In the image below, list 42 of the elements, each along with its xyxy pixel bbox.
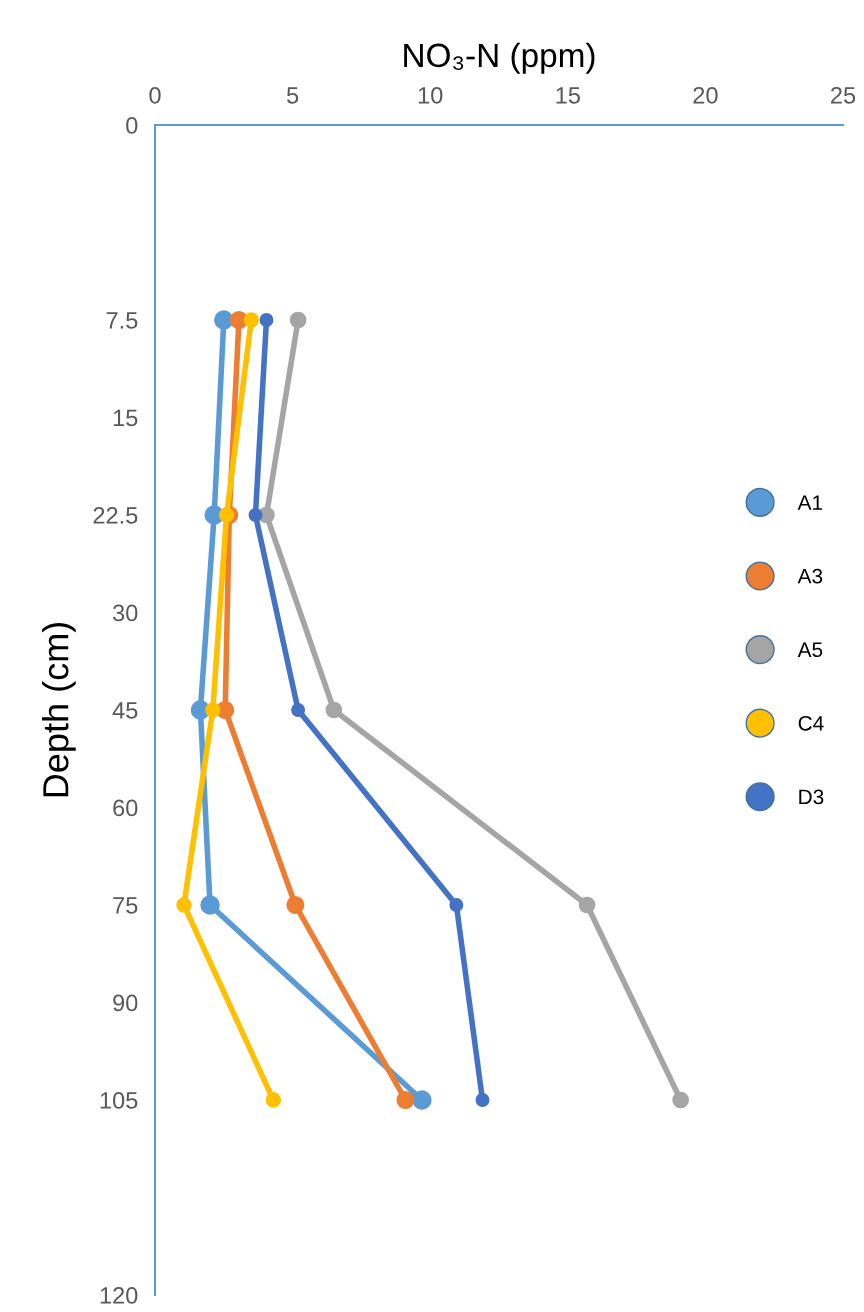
point (248, 508, 263, 522)
x-tick-label: 0 (149, 86, 161, 104)
point (243, 312, 259, 328)
point (325, 701, 343, 719)
y-tick-label: 15 (113, 409, 138, 427)
y-tick-label: 45 (112, 702, 138, 719)
x-tick-label: 15 (556, 87, 580, 104)
y-tick-label: 30 (112, 604, 138, 622)
point (265, 1092, 281, 1108)
legend-label: C4 (798, 715, 824, 731)
point (672, 1091, 689, 1109)
point (176, 897, 192, 913)
y-tick-label: 22.5 (93, 507, 138, 524)
y-tick-label: 0 (126, 117, 138, 134)
y-tick-label: 90 (113, 994, 138, 1012)
y-axis-title: Depth (cm) (42, 622, 76, 797)
point (205, 702, 221, 718)
y-tick-label: 120 (100, 1287, 138, 1304)
point (475, 1093, 490, 1107)
point (412, 1090, 432, 1110)
y-tick-label: 7.5 (106, 312, 138, 329)
x-tick-label: 10 (418, 86, 443, 104)
point (291, 703, 306, 717)
legend-label: A3 (797, 568, 823, 584)
point (200, 895, 220, 915)
point (289, 311, 307, 329)
x-axis-title: NO₃-N (ppm) (404, 42, 595, 74)
x-tick-label: 5 (286, 87, 299, 104)
legend-label: D3 (799, 789, 824, 805)
legend-label: A1 (797, 495, 823, 510)
x-tick-label: 20 (693, 86, 718, 104)
x-tick-label: 25 (831, 86, 856, 104)
y-tick-label: 60 (113, 799, 138, 817)
point (396, 1090, 415, 1110)
y-tick-label: 75 (113, 897, 138, 914)
point (449, 898, 464, 912)
legend-label: A5 (797, 642, 823, 658)
point (259, 313, 274, 327)
point (218, 507, 235, 523)
point (578, 896, 596, 914)
y-tick-label: 105 (100, 1092, 138, 1109)
point (286, 895, 305, 915)
